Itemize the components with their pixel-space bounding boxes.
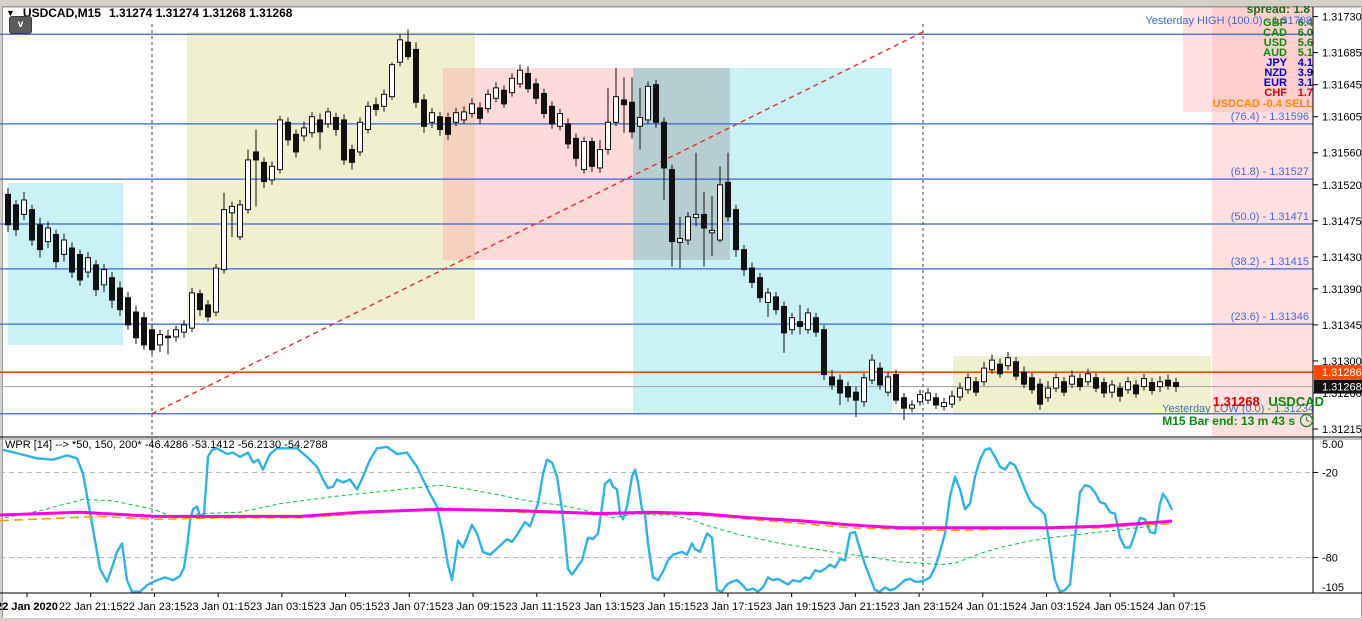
svg-text:23 Jan 01:15: 23 Jan 01:15	[186, 601, 250, 613]
wpr-axis[interactable]: 5.00 -20 -80 -105	[1313, 436, 1344, 594]
wpr-series-ma50	[4, 484, 1173, 566]
svg-text:1.31730: 1.31730	[1322, 12, 1362, 24]
svg-text:1.31560: 1.31560	[1322, 148, 1362, 160]
svg-text:(76.4) - 1.31596: (76.4) - 1.31596	[1231, 111, 1309, 123]
svg-text:23 Jan 23:15: 23 Jan 23:15	[887, 601, 951, 613]
last-price-value: 1.31268	[1212, 394, 1260, 409]
svg-text:23 Jan 21:15: 23 Jan 21:15	[824, 601, 888, 613]
svg-text:1.31605: 1.31605	[1322, 112, 1362, 124]
strength-row: AUD 5.1	[1263, 47, 1313, 59]
svg-text:23 Jan 19:15: 23 Jan 19:15	[760, 601, 824, 613]
svg-text:(50.0) - 1.31471: (50.0) - 1.31471	[1231, 211, 1309, 223]
svg-text:1.31645: 1.31645	[1322, 80, 1362, 92]
svg-text:1.31268: 1.31268	[1322, 382, 1362, 394]
last-price-symbol: USDCAD	[1268, 394, 1324, 409]
strength-row: GBP 6.4	[1263, 17, 1313, 29]
chart-title: ▼ USDCAD,M15 1.31274 1.31274 1.31268 1.3…	[6, 6, 292, 20]
svg-text:23 Jan 09:15: 23 Jan 09:15	[441, 601, 505, 613]
strength-row: EUR 3.1	[1263, 77, 1313, 89]
wpr-series-wpr	[2, 445, 1174, 593]
strength-row: CHF 1.7	[1264, 87, 1313, 99]
svg-text:1.31685: 1.31685	[1322, 48, 1362, 60]
svg-text:23 Jan 11:15: 23 Jan 11:15	[505, 601, 568, 613]
svg-text:(61.8) - 1.31527: (61.8) - 1.31527	[1231, 166, 1309, 178]
fibonacci-levels[interactable]: (76.4) - 1.31596 (61.8) - 1.31527 (50.0) -…	[0, 33, 1313, 415]
time-axis[interactable]: 22 Jan 2020 22 Jan 21:15 22 Jan 23:15 23 Ja…	[0, 593, 1206, 613]
svg-text:1.31345: 1.31345	[1322, 320, 1362, 332]
svg-text:(23.6) - 1.31346: (23.6) - 1.31346	[1231, 311, 1309, 323]
svg-text:-80: -80	[1322, 553, 1338, 565]
clock-icon	[1299, 413, 1314, 428]
price-axis[interactable]: 1.31730 1.31685 1.31645 1.31605 1.31560 1.315…	[1313, 12, 1362, 436]
indicator-minimize-button[interactable]: v	[9, 16, 32, 34]
wpr-series-ma200	[0, 507, 1173, 530]
yesterday-high-label: Yesterday HIGH (100.0) - 1.31708	[1145, 15, 1312, 27]
strength-row: USD 5.6	[1263, 37, 1313, 49]
symbol-dropdown-arrow-icon[interactable]: ▼	[6, 8, 15, 18]
svg-text:5.00: 5.00	[1322, 439, 1343, 451]
svg-text:22 Jan 23:15: 22 Jan 23:15	[123, 601, 187, 613]
svg-text:23 Jan 17:15: 23 Jan 17:15	[696, 601, 760, 613]
ohlc-quote-label: 1.31274 1.31274 1.31268 1.31268	[108, 6, 293, 20]
svg-text:24 Jan 01:15: 24 Jan 01:15	[951, 601, 1015, 613]
svg-text:24 Jan 05:15: 24 Jan 05:15	[1078, 601, 1142, 613]
svg-text:1.31475: 1.31475	[1322, 216, 1362, 228]
svg-text:(38.2) - 1.31415: (38.2) - 1.31415	[1231, 256, 1309, 268]
svg-text:1.31215: 1.31215	[1322, 424, 1362, 436]
strength-row: CAD 6.0	[1263, 27, 1313, 39]
alert-price-badge: 1.31286	[1314, 365, 1362, 380]
svg-text:-20: -20	[1322, 467, 1338, 479]
svg-text:23 Jan 15:15: 23 Jan 15:15	[632, 601, 696, 613]
svg-text:1.31300: 1.31300	[1322, 356, 1362, 368]
yesterday-low-label: Yesterday LOW (0.0) - 1.31234	[1162, 403, 1314, 415]
strength-row: JPY 4.1	[1266, 57, 1313, 69]
symbol-timeframe-label: USDCAD,M15	[22, 6, 101, 20]
svg-text:1.31430: 1.31430	[1322, 252, 1362, 264]
svg-text:24 Jan 07:15: 24 Jan 07:15	[1142, 601, 1206, 613]
currency-strength-meter: GBP 6.4 CAD 6.0 USD 5.6 AUD 5.1 JPY 4.1 NZD 3.9 EUR 3…	[1253, 17, 1313, 99]
bar-countdown: M15 Bar end: 13 m 43 s	[1162, 413, 1314, 428]
svg-text:23 Jan 05:15: 23 Jan 05:15	[314, 601, 378, 613]
last-price-callout: 1.31268 USDCAD	[1213, 394, 1324, 409]
svg-text:1.31390: 1.31390	[1322, 284, 1362, 296]
svg-text:-105: -105	[1322, 582, 1344, 594]
svg-text:24 Jan 03:15: 24 Jan 03:15	[1015, 601, 1079, 613]
svg-text:23 Jan 07:15: 23 Jan 07:15	[378, 601, 442, 613]
svg-text:23 Jan 03:15: 23 Jan 03:15	[250, 601, 314, 613]
strength-row: NZD 3.9	[1264, 67, 1313, 79]
highlight-zones	[8, 7, 1313, 437]
svg-text:1.31520: 1.31520	[1322, 180, 1362, 192]
strength-signal-label: USDCAD -0.4 SELL	[1212, 98, 1313, 110]
window-frame-bottom	[0, 618, 1362, 621]
wpr-indicator-header: WPR [14] --> *50, 150, 200* -46.4286 -53…	[5, 439, 328, 451]
svg-text:22 Jan 2020: 22 Jan 2020	[0, 601, 58, 613]
svg-text:23 Jan 13:15: 23 Jan 13:15	[569, 601, 633, 613]
window-frame-top	[0, 0, 1362, 6]
candles-layer	[5, 29, 1179, 421]
svg-text:22 Jan 21:15: 22 Jan 21:15	[59, 601, 123, 613]
pane-frame	[0, 6, 1362, 594]
svg-text:1.31286: 1.31286	[1322, 367, 1362, 379]
current-price-badge: 1.31268	[1314, 379, 1362, 394]
